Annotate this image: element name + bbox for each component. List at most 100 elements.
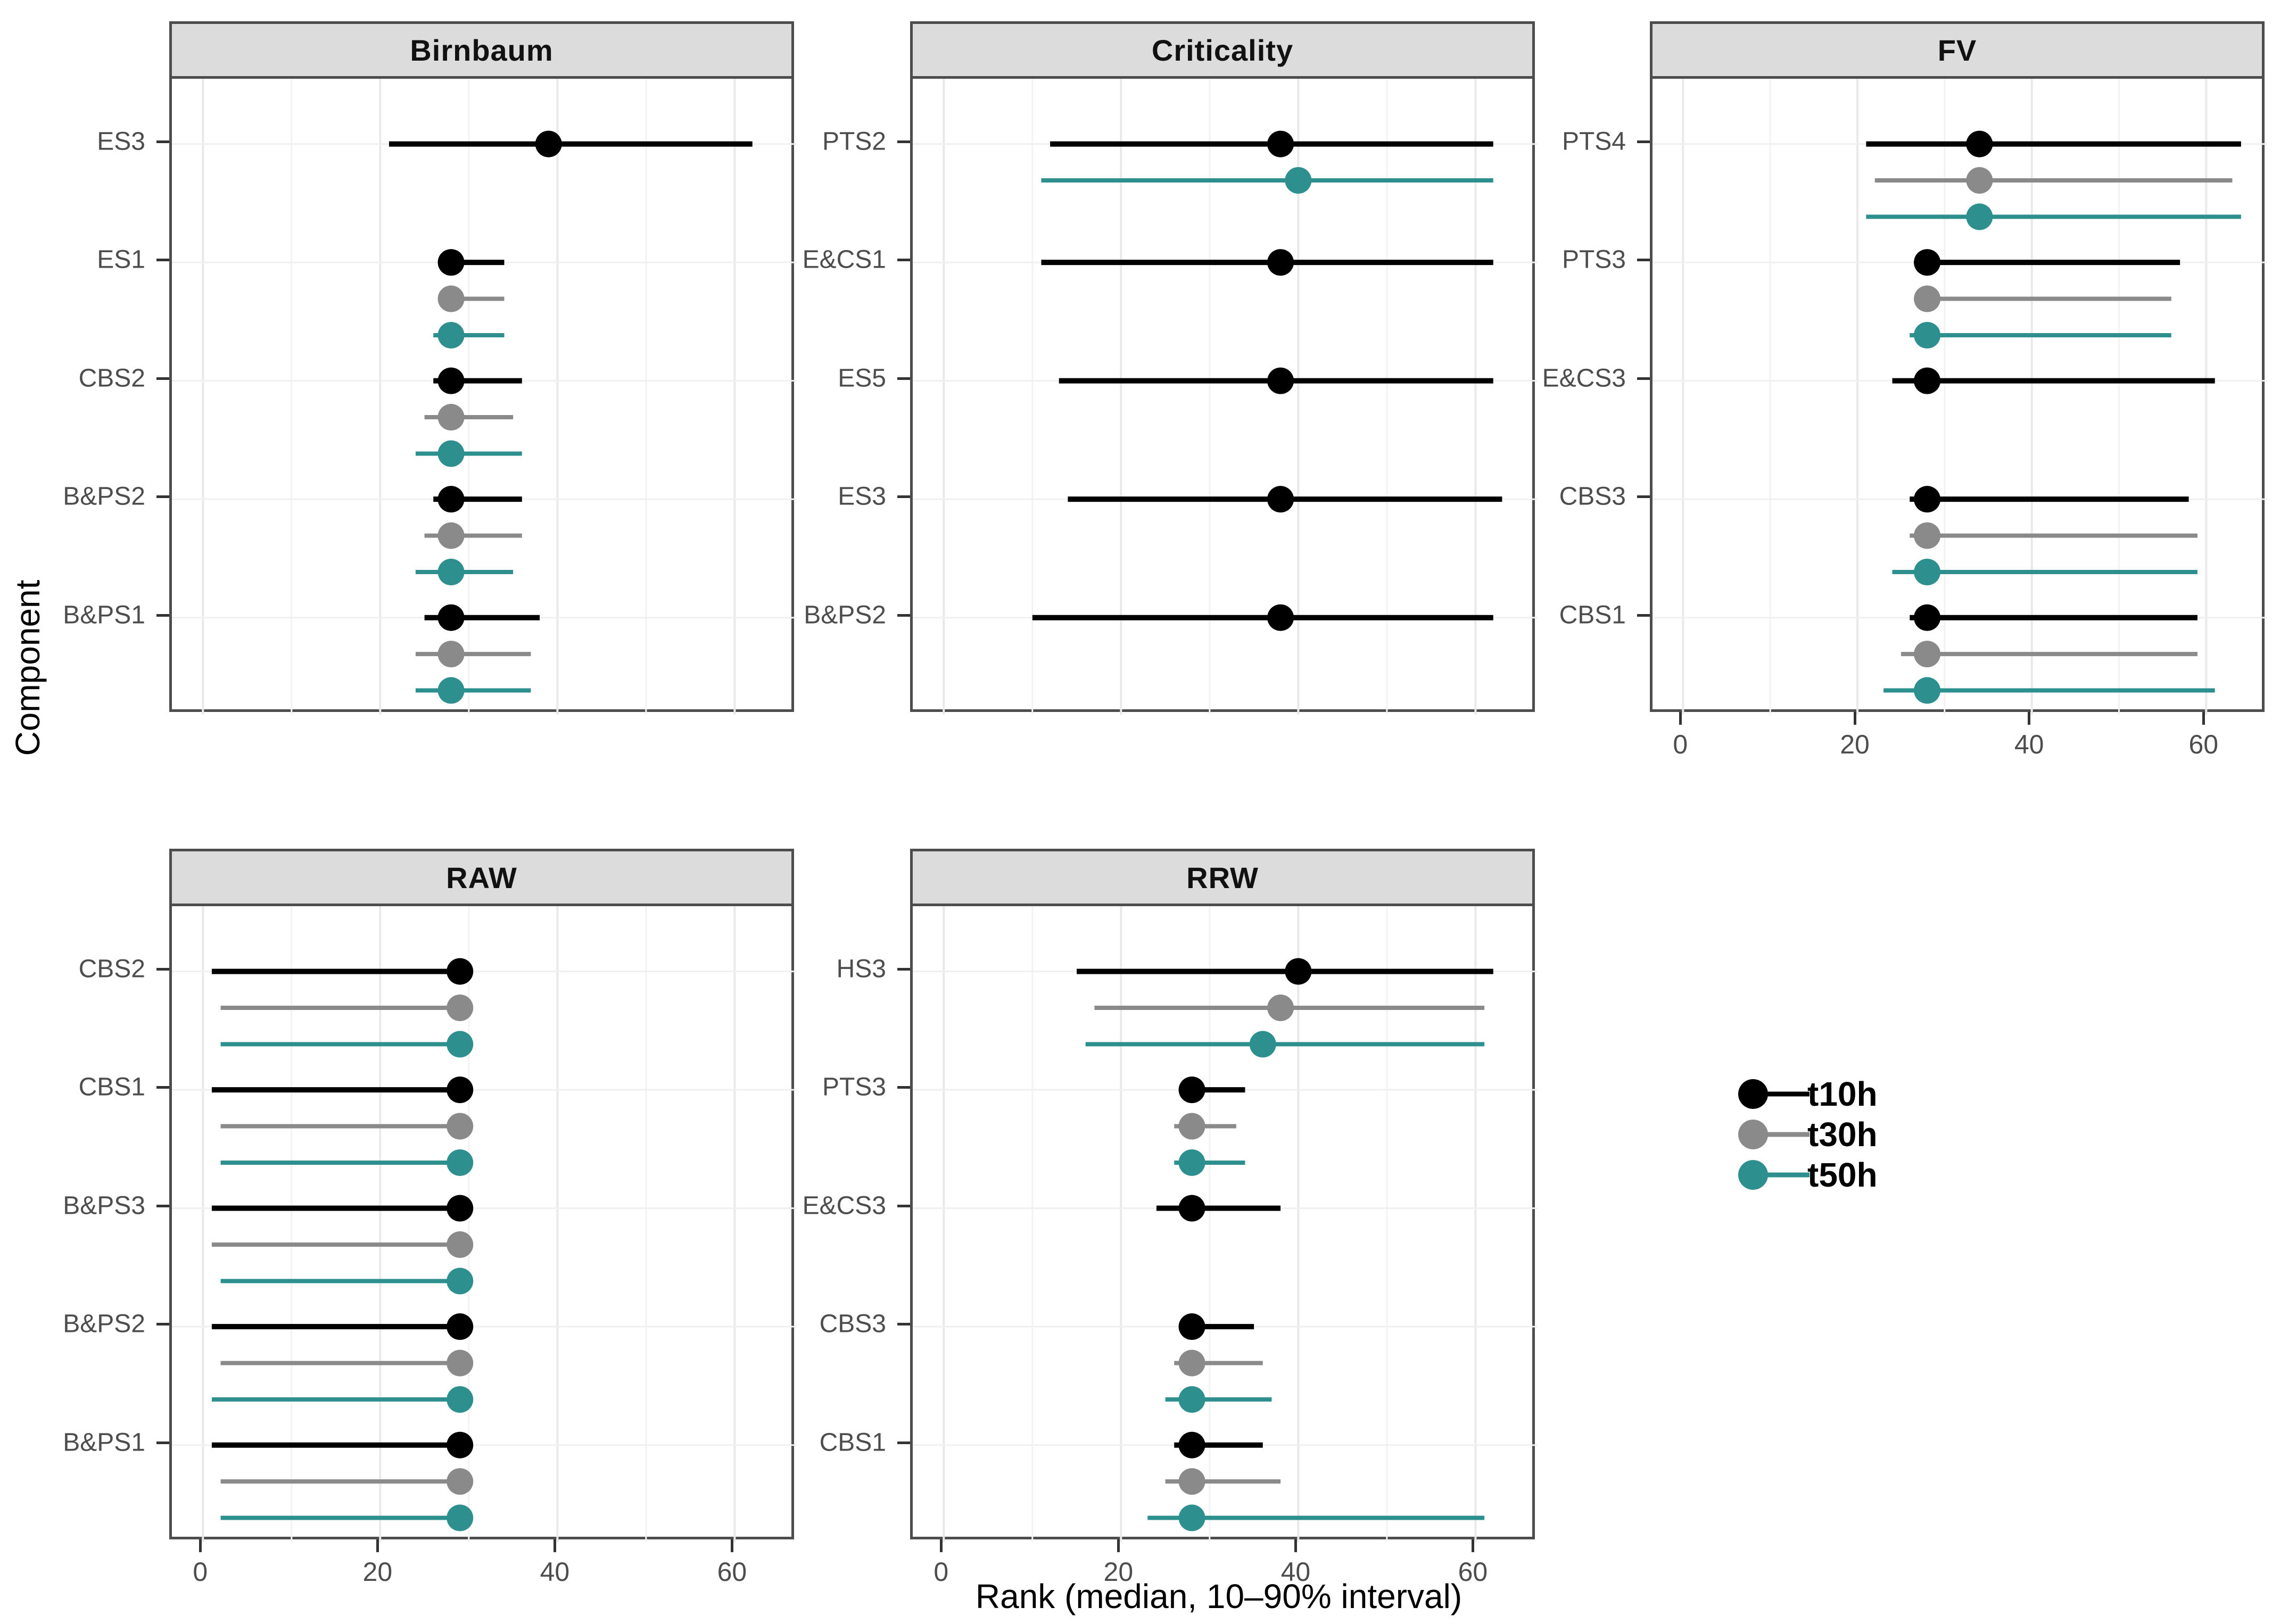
y-tick-label: CBS2: [78, 955, 145, 983]
point-t30h: [1914, 641, 1941, 668]
facet-chart-RAW: [172, 906, 797, 1542]
y-tick-mark: [156, 1086, 169, 1089]
pointrange-Birnbaum-ES3-t10h: [389, 130, 753, 158]
facet-strip-FV: FV: [1650, 21, 2265, 79]
pointrange-Birnbaum-B&PS1-t30h: [415, 641, 531, 668]
pointrange-Birnbaum-CBS2-t10h: [433, 367, 522, 394]
point-t10h: [447, 1076, 474, 1104]
x-tick-mark: [1471, 1539, 1474, 1552]
facet-title: FV: [1937, 33, 1977, 67]
x-tick-label: 0: [193, 1557, 208, 1587]
point-t30h: [1966, 167, 1993, 194]
point-t50h: [1966, 203, 1993, 230]
facet-strip-RRW: RRW: [910, 849, 1535, 906]
legend-key-t50h: [1738, 1160, 1810, 1190]
x-tick-label: 40: [540, 1557, 570, 1587]
pointrange-Birnbaum-CBS2-t50h: [415, 440, 522, 467]
point-t30h: [447, 1468, 474, 1495]
y-tick-label: B&PS3: [63, 1191, 145, 1220]
y-tick-label: E&CS3: [802, 1191, 886, 1220]
facet-chart-Criticality: [913, 79, 1538, 715]
point-t30h: [1178, 1113, 1205, 1140]
pointrange-Birnbaum-ES1-t50h: [433, 321, 505, 349]
x-tick-mark: [730, 1539, 733, 1552]
x-tick-mark: [2202, 712, 2205, 725]
y-tick-label: B&PS2: [804, 601, 886, 629]
pointrange-Criticality-PTS2-t50h: [1041, 167, 1493, 194]
y-tick-mark: [156, 495, 169, 499]
x-tick-label: 40: [2014, 730, 2044, 759]
pointrange-RRW-CBS1-t50h: [1147, 1504, 1485, 1531]
legend-label: t50h: [1807, 1156, 1878, 1194]
pointrange-FV-PTS4-t10h: [1866, 130, 2241, 158]
y-tick-label: PTS2: [822, 127, 886, 156]
x-tick-mark: [1679, 712, 1682, 725]
y-tick-label: CBS1: [78, 1073, 145, 1101]
pointrange-RAW-B&PS2-t10h: [211, 1313, 474, 1340]
point-t10h: [1178, 1431, 1205, 1459]
pointrange-Birnbaum-B&PS2-t10h: [433, 486, 522, 513]
y-tick-label: CBS3: [819, 1310, 886, 1338]
facet-chart-Birnbaum: [172, 79, 797, 715]
pointrange-RRW-CBS3-t50h: [1165, 1386, 1272, 1413]
x-tick-label: 0: [933, 1557, 949, 1587]
point-t30h: [447, 994, 474, 1021]
facet-title: Criticality: [1151, 33, 1294, 67]
y-tick-mark: [1637, 614, 1650, 617]
pointrange-Criticality-B&PS2-t10h: [1032, 604, 1493, 631]
pointrange-RAW-B&PS3-t30h: [211, 1231, 474, 1258]
point-t10h: [1267, 130, 1294, 158]
pointrange-RAW-B&PS1-t10h: [211, 1431, 474, 1459]
y-tick-label: E&CS3: [1542, 364, 1626, 393]
pointrange-FV-CBS1-t30h: [1901, 641, 2197, 668]
point-t50h: [447, 1149, 474, 1176]
point-t10h: [447, 1195, 474, 1222]
point-t10h: [437, 249, 465, 276]
pointrange-RRW-CBS1-t10h: [1174, 1431, 1263, 1459]
y-tick-label: CBS1: [1559, 601, 1626, 629]
y-tick-label: ES1: [97, 245, 145, 274]
point-t30h: [1914, 285, 1941, 312]
point-t10h: [437, 367, 465, 394]
legend-item-t50h: t50h: [1734, 1155, 1878, 1195]
y-tick-label: B&PS2: [63, 1310, 145, 1338]
facet-panel-Birnbaum: Birnbaum: [169, 21, 797, 715]
facet-plot-FV: [1650, 76, 2267, 715]
facet-panel-RAW: RAW: [169, 849, 797, 1542]
y-tick-label: ES3: [97, 127, 145, 156]
legend-key-t30h: [1738, 1120, 1810, 1149]
facet-strip-Criticality: Criticality: [910, 21, 1535, 79]
legend-key-t10h: [1738, 1079, 1810, 1109]
x-tick-mark: [1117, 1539, 1120, 1552]
y-tick-mark: [897, 140, 910, 143]
y-tick-mark: [897, 1323, 910, 1326]
point-t10h: [437, 486, 465, 513]
legend: t10h t30h t50h: [1734, 1074, 1878, 1195]
pointrange-RAW-B&PS2-t50h: [211, 1386, 474, 1413]
facet-title: Birnbaum: [410, 33, 553, 67]
y-tick-mark: [1637, 259, 1650, 262]
y-tick-mark: [897, 377, 910, 380]
point-t10h: [535, 130, 562, 158]
pointrange-RRW-CBS3-t30h: [1174, 1349, 1263, 1377]
x-tick-mark: [2028, 712, 2031, 725]
y-tick-label: PTS3: [1562, 245, 1626, 274]
y-tick-mark: [1637, 140, 1650, 143]
point-t10h: [1178, 1195, 1205, 1222]
point-t50h: [1178, 1504, 1205, 1531]
point-t10h: [1178, 1076, 1205, 1104]
facet-title: RAW: [446, 860, 517, 894]
pointrange-RRW-CBS3-t10h: [1178, 1313, 1254, 1340]
y-tick-label: PTS4: [1562, 127, 1626, 156]
y-tick-label: B&PS2: [63, 482, 145, 511]
point-t30h: [1267, 994, 1294, 1021]
pointrange-RRW-PTS3-t50h: [1174, 1149, 1245, 1176]
x-tick-label: 60: [717, 1557, 747, 1587]
y-tick-label: ES5: [838, 364, 886, 393]
point-t10h: [1914, 486, 1941, 513]
point-t10h: [1914, 367, 1941, 394]
point-t10h: [1267, 367, 1294, 394]
pointrange-Birnbaum-B&PS1-t10h: [424, 604, 540, 631]
point-t30h: [447, 1231, 474, 1258]
